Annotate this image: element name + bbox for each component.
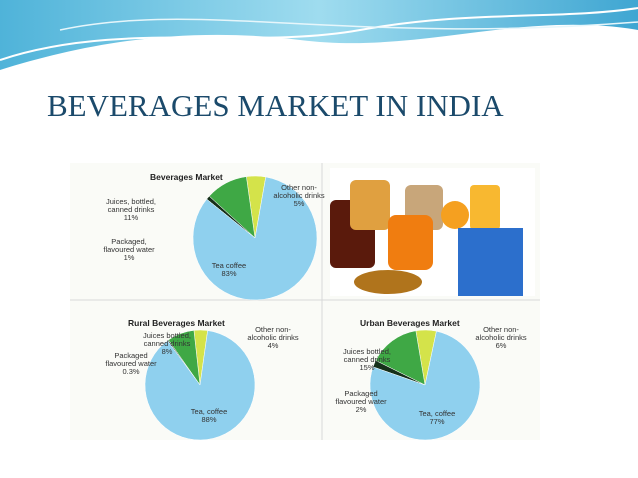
slice-value: 8% bbox=[161, 347, 173, 356]
slice-label: Packaged flavoured water bbox=[105, 351, 157, 368]
slice-label: Other non-alcoholic drinks bbox=[273, 183, 325, 200]
pie-slice bbox=[192, 176, 318, 301]
slice-value: 1% bbox=[123, 253, 135, 262]
pie-slice bbox=[144, 330, 256, 441]
slice-label: Juices bottled, canned drinks bbox=[143, 331, 191, 348]
slice-label: Juices bottled, canned drinks bbox=[343, 347, 391, 364]
slice-value: 77% bbox=[429, 417, 445, 426]
slice-label: Packaged, flavoured water bbox=[103, 237, 155, 254]
slice-value: 0.3% bbox=[122, 367, 140, 376]
slice-value: 15% bbox=[359, 363, 375, 372]
slice-value: 2% bbox=[355, 405, 367, 414]
slice-label: Packaged flavoured water bbox=[335, 389, 387, 406]
slice-label: Tea, coffee bbox=[418, 409, 456, 418]
pie-slice bbox=[369, 330, 481, 441]
slice-label: Tea, coffee bbox=[190, 407, 228, 416]
slice-label: Juices, bottled, canned drinks bbox=[105, 197, 157, 214]
beverage-photo bbox=[330, 168, 535, 296]
slice-value: 88% bbox=[201, 415, 217, 424]
slice-label: Other non-alcoholic drinks bbox=[247, 325, 299, 342]
wave-line bbox=[0, 7, 638, 61]
slice-value: 6% bbox=[495, 341, 507, 350]
slice-label: Other non-alcoholic drinks bbox=[475, 325, 527, 342]
pie-slice bbox=[375, 330, 426, 386]
slide-title: BEVERAGES MARKET IN INDIA bbox=[47, 88, 504, 123]
slice-label: Tea coffee bbox=[211, 261, 247, 270]
chart-title: Urban Beverages Market bbox=[360, 318, 460, 328]
chart-title: Beverages Market bbox=[150, 172, 223, 182]
wave-line bbox=[59, 18, 638, 31]
slice-value: 11% bbox=[123, 213, 139, 222]
slice-value: 5% bbox=[293, 199, 305, 208]
slice-value: 4% bbox=[267, 341, 279, 350]
chart-title: Rural Beverages Market bbox=[128, 318, 225, 328]
slice-value: 83% bbox=[221, 269, 237, 278]
